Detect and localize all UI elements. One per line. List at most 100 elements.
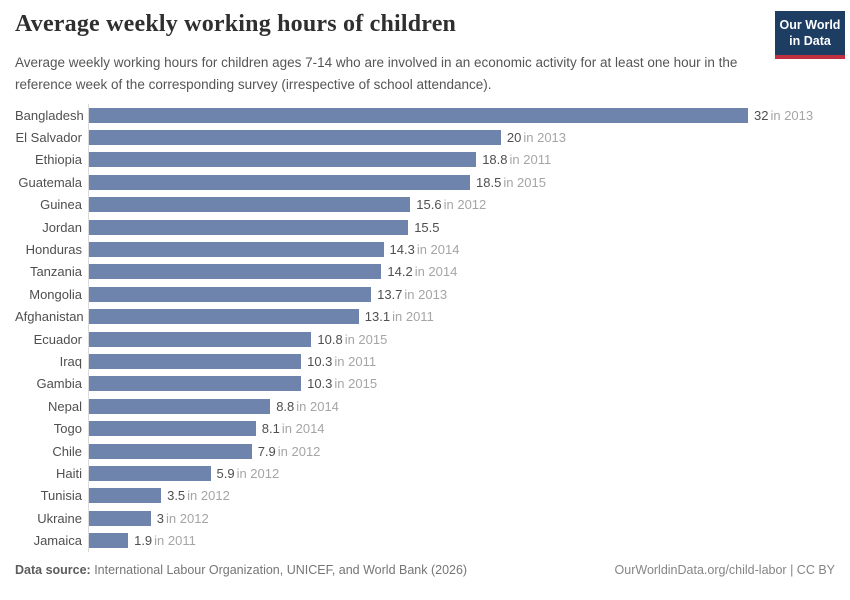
plot-area: 13.7 in 2013 xyxy=(88,283,850,306)
data-source-label: Data source: xyxy=(15,563,91,577)
data-source-text: International Labour Organization, UNICE… xyxy=(90,563,468,577)
bar[interactable] xyxy=(89,331,312,347)
value-number: 18.8 xyxy=(482,152,508,168)
bar-row: Tanzania 14.2 in 2014 xyxy=(15,260,850,284)
value-label: 32 in 2013 xyxy=(754,108,813,123)
country-label: Tanzania xyxy=(29,264,82,280)
value-number: 32 xyxy=(754,107,769,123)
bar-row: Honduras 14.3 in 2014 xyxy=(15,238,850,261)
country-label: Ethiopia xyxy=(35,152,82,168)
bar[interactable] xyxy=(89,465,211,481)
bar-row: Guinea 15.6 in 2012 xyxy=(15,193,850,216)
owid-logo-line2: in Data xyxy=(789,34,831,49)
plot-area: 7.9 in 2012 xyxy=(88,439,850,463)
bar-row: Chile 7.9 in 2012 xyxy=(15,439,850,463)
country-label: Tunisia xyxy=(40,488,82,504)
value-year: in 2013 xyxy=(770,107,814,123)
value-number: 15.6 xyxy=(416,197,442,213)
bar[interactable] xyxy=(89,219,409,235)
bar[interactable] xyxy=(89,174,470,190)
value-number: 13.1 xyxy=(364,309,391,325)
bar[interactable] xyxy=(89,398,271,414)
data-source-note: Data source: International Labour Organi… xyxy=(15,563,467,577)
bar-row: Tunisia 3.5 in 2012 xyxy=(15,484,850,508)
value-label: 18.8 in 2011 xyxy=(482,152,551,167)
bar-row: Nepal 8.8 in 2014 xyxy=(15,395,850,418)
plot-area: 1.9 in 2011 xyxy=(88,529,850,552)
value-number: 15.5 xyxy=(414,219,440,235)
plot-area: 10.3 in 2015 xyxy=(88,372,850,396)
bar-row: Togo 8.1 in 2014 xyxy=(15,417,850,440)
bar[interactable] xyxy=(89,242,384,258)
value-label: 1.9 in 2011 xyxy=(134,533,196,548)
plot-area: 14.2 in 2014 xyxy=(88,260,850,284)
value-label: 8.1 in 2014 xyxy=(262,421,325,436)
plot-area: 18.8 in 2011 xyxy=(88,148,850,172)
value-label: 13.1 in 2011 xyxy=(365,309,434,324)
bar-row: Jordan 15.5 xyxy=(15,215,850,239)
country-label: Guinea xyxy=(40,197,82,213)
value-label: 10.3 in 2015 xyxy=(307,376,377,391)
owid-logo-line1: Our World xyxy=(779,18,841,32)
country-label: Jordan xyxy=(42,219,82,235)
value-year: in 2015 xyxy=(334,376,378,392)
bar[interactable] xyxy=(89,107,748,123)
value-year: in 2011 xyxy=(334,353,377,369)
bar[interactable] xyxy=(89,510,151,526)
value-year: in 2012 xyxy=(277,443,321,459)
country-label: Afghanistan xyxy=(15,309,84,325)
country-label: Mongolia xyxy=(29,286,82,302)
country-label: Togo xyxy=(53,421,82,437)
value-year: in 2011 xyxy=(509,152,552,168)
country-label: Bangladesh xyxy=(15,107,84,123)
bar[interactable] xyxy=(89,443,252,459)
owid-logo[interactable]: Our World in Data xyxy=(775,11,845,59)
bar-row: Haiti 5.9 in 2012 xyxy=(15,462,850,485)
value-year: in 2014 xyxy=(296,398,339,414)
value-number: 10.3 xyxy=(307,353,333,369)
plot-area: 10.8 in 2015 xyxy=(88,327,850,351)
bar[interactable] xyxy=(89,286,372,302)
plot-area: 5.9 in 2012 xyxy=(88,462,850,485)
country-label: Haiti xyxy=(55,465,82,481)
value-year: in 2014 xyxy=(416,242,460,258)
bar[interactable] xyxy=(89,130,501,146)
bar[interactable] xyxy=(89,421,256,437)
value-year: in 2013 xyxy=(404,286,448,302)
value-number: 18.5 xyxy=(476,174,502,190)
plot-area: 3 in 2012 xyxy=(88,507,850,530)
country-label: Honduras xyxy=(25,242,82,258)
value-label: 3 in 2012 xyxy=(157,511,209,526)
value-year: in 2015 xyxy=(344,331,388,347)
value-label: 14.2 in 2014 xyxy=(387,264,457,279)
value-number: 3 xyxy=(156,510,165,526)
bar[interactable] xyxy=(89,533,129,549)
country-label: Gambia xyxy=(36,376,82,392)
bar[interactable] xyxy=(89,152,477,168)
value-number: 14.2 xyxy=(387,264,413,280)
bar[interactable] xyxy=(89,353,302,369)
country-label: Ukraine xyxy=(37,510,82,526)
plot-area: 15.6 in 2012 xyxy=(88,193,850,216)
page-title: Average weekly working hours of children xyxy=(15,11,457,37)
bar-row: Bangladesh 32 in 2013 xyxy=(15,104,850,127)
bar[interactable] xyxy=(89,197,411,213)
bar-row: Ecuador 10.8 in 2015 xyxy=(15,327,850,351)
value-label: 7.9 in 2012 xyxy=(258,444,321,459)
value-label: 8.8 in 2014 xyxy=(276,399,339,414)
bar[interactable] xyxy=(89,309,359,325)
value-year: in 2013 xyxy=(523,130,567,146)
country-label: El Salvador xyxy=(15,130,82,146)
country-label: Chile xyxy=(52,443,82,459)
owid-url-link[interactable]: OurWorldinData.org/child-labor | CC BY xyxy=(614,563,835,577)
bar[interactable] xyxy=(89,376,302,392)
plot-area: 13.1 in 2011 xyxy=(88,305,850,328)
plot-area: 14.3 in 2014 xyxy=(88,238,850,261)
value-number: 10.3 xyxy=(307,376,333,392)
value-label: 18.5 in 2015 xyxy=(476,175,546,190)
bar[interactable] xyxy=(89,488,162,504)
bar-row: Mongolia 13.7 in 2013 xyxy=(15,283,850,306)
bar[interactable] xyxy=(89,264,382,280)
value-label: 20 in 2013 xyxy=(507,130,566,145)
